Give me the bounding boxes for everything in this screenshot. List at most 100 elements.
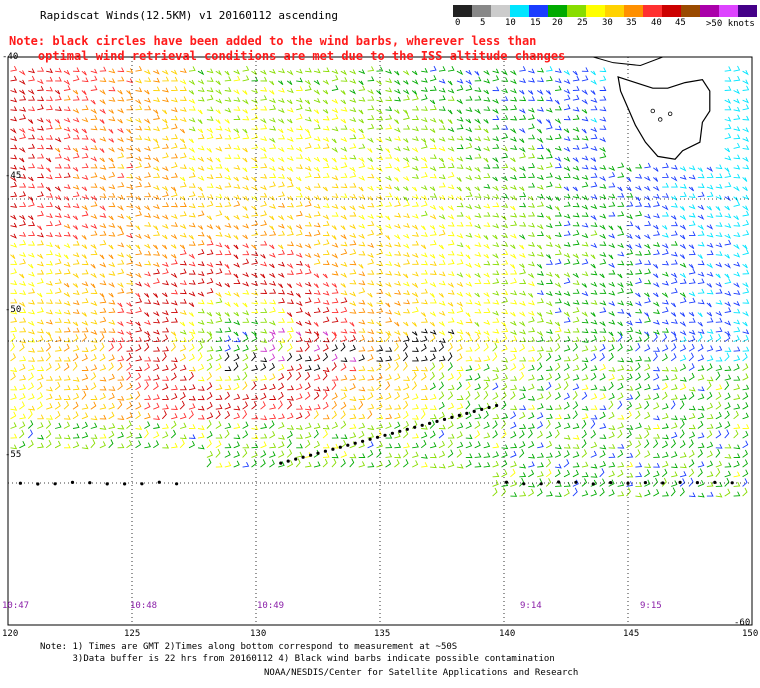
wind-barb (653, 433, 661, 439)
wind-barb (483, 410, 489, 420)
wind-barb (438, 182, 446, 188)
wind-barb (706, 302, 712, 308)
wind-barb (27, 196, 34, 202)
contamination-circle (661, 481, 665, 485)
wind-barb (492, 242, 500, 248)
wind-barb (90, 319, 98, 325)
wind-barb (715, 345, 723, 352)
contamination-circle (557, 480, 561, 484)
wind-barb (563, 88, 571, 95)
wind-barb (456, 449, 462, 458)
wind-barb (215, 173, 223, 178)
wind-barb (358, 233, 365, 239)
wind-barb (367, 173, 375, 179)
wind-barb (528, 211, 536, 217)
contamination-circle (695, 481, 700, 485)
wind-barb (617, 462, 625, 468)
wind-barb (126, 420, 132, 429)
wind-barb (447, 449, 454, 458)
wind-barb (349, 279, 357, 285)
wind-barb (403, 335, 410, 343)
wind-barb (438, 401, 445, 410)
wind-barb (599, 405, 607, 410)
wind-barb (126, 254, 132, 259)
wind-barb (153, 204, 160, 210)
wind-barb (742, 115, 750, 121)
wind-barb (563, 488, 570, 497)
wind-barb (260, 220, 267, 227)
wind-barb (179, 128, 186, 134)
wind-barb (242, 430, 249, 439)
wind-barb (465, 165, 473, 172)
wind-barb (10, 154, 18, 160)
wind-barb (608, 381, 614, 391)
wind-barb (644, 162, 651, 169)
wind-barb (99, 280, 107, 286)
wind-barb (680, 376, 687, 382)
wind-barb (81, 403, 89, 410)
wind-barb (224, 429, 230, 439)
wind-barb (260, 459, 266, 468)
wind-barb (385, 192, 393, 198)
wind-barb (206, 194, 214, 200)
wind-barb (688, 244, 695, 250)
wind-barb (313, 79, 321, 86)
wind-barb (430, 463, 437, 469)
wind-barb (153, 300, 160, 306)
legend-unit: >50 knots (706, 19, 755, 29)
wind-barb (742, 459, 748, 468)
wind-barb (358, 422, 366, 429)
wind-barb (295, 320, 303, 327)
wind-barb (465, 244, 471, 250)
wind-barb (706, 423, 714, 429)
wind-barb (278, 272, 285, 278)
wind-barb (653, 452, 661, 458)
wind-barb (635, 462, 643, 468)
wind-barb (37, 210, 44, 217)
wind-barb (733, 410, 739, 420)
wind-barb (492, 290, 500, 296)
wind-barb (465, 232, 473, 238)
wind-barb (19, 106, 27, 112)
wind-barb (412, 347, 419, 352)
wind-barb (55, 269, 62, 275)
wind-barb (215, 193, 223, 199)
footnote: Note: 1) Times are GMT 2)Times along bot… (40, 641, 555, 665)
wind-barb (724, 147, 731, 153)
wind-barb (126, 117, 134, 123)
wind-barb (697, 260, 705, 266)
wind-barb (438, 95, 446, 101)
wind-barb (679, 292, 687, 298)
wind-barb (233, 460, 240, 468)
wind-barb (430, 230, 437, 236)
wind-barb (608, 301, 616, 307)
wind-barb (171, 97, 178, 103)
wind-barb (313, 156, 321, 163)
wind-barb (144, 118, 151, 125)
wind-barb (233, 393, 241, 400)
wind-barb (37, 346, 45, 352)
wind-barb (545, 90, 552, 95)
wind-barb (179, 138, 186, 144)
wind-barb (215, 376, 223, 381)
wind-barb (572, 434, 580, 440)
contamination-circle (331, 447, 335, 451)
wind-barb (171, 384, 178, 391)
wind-barb (188, 222, 196, 228)
wind-barb (572, 144, 580, 150)
wind-barb (412, 414, 419, 420)
wind-barb (304, 320, 312, 326)
wind-barb (28, 143, 36, 149)
wind-barb (653, 329, 660, 335)
wind-barb (376, 402, 383, 410)
wind-barb (635, 277, 642, 285)
wind-barb (510, 330, 517, 336)
wind-barb (483, 421, 490, 429)
wind-barb (563, 422, 571, 429)
wind-barb (188, 371, 194, 381)
wind-barb (188, 166, 196, 173)
wind-barb (563, 291, 571, 297)
wind-barb (581, 384, 589, 391)
wind-barb (519, 393, 526, 400)
legend-label: 20 (552, 18, 563, 28)
